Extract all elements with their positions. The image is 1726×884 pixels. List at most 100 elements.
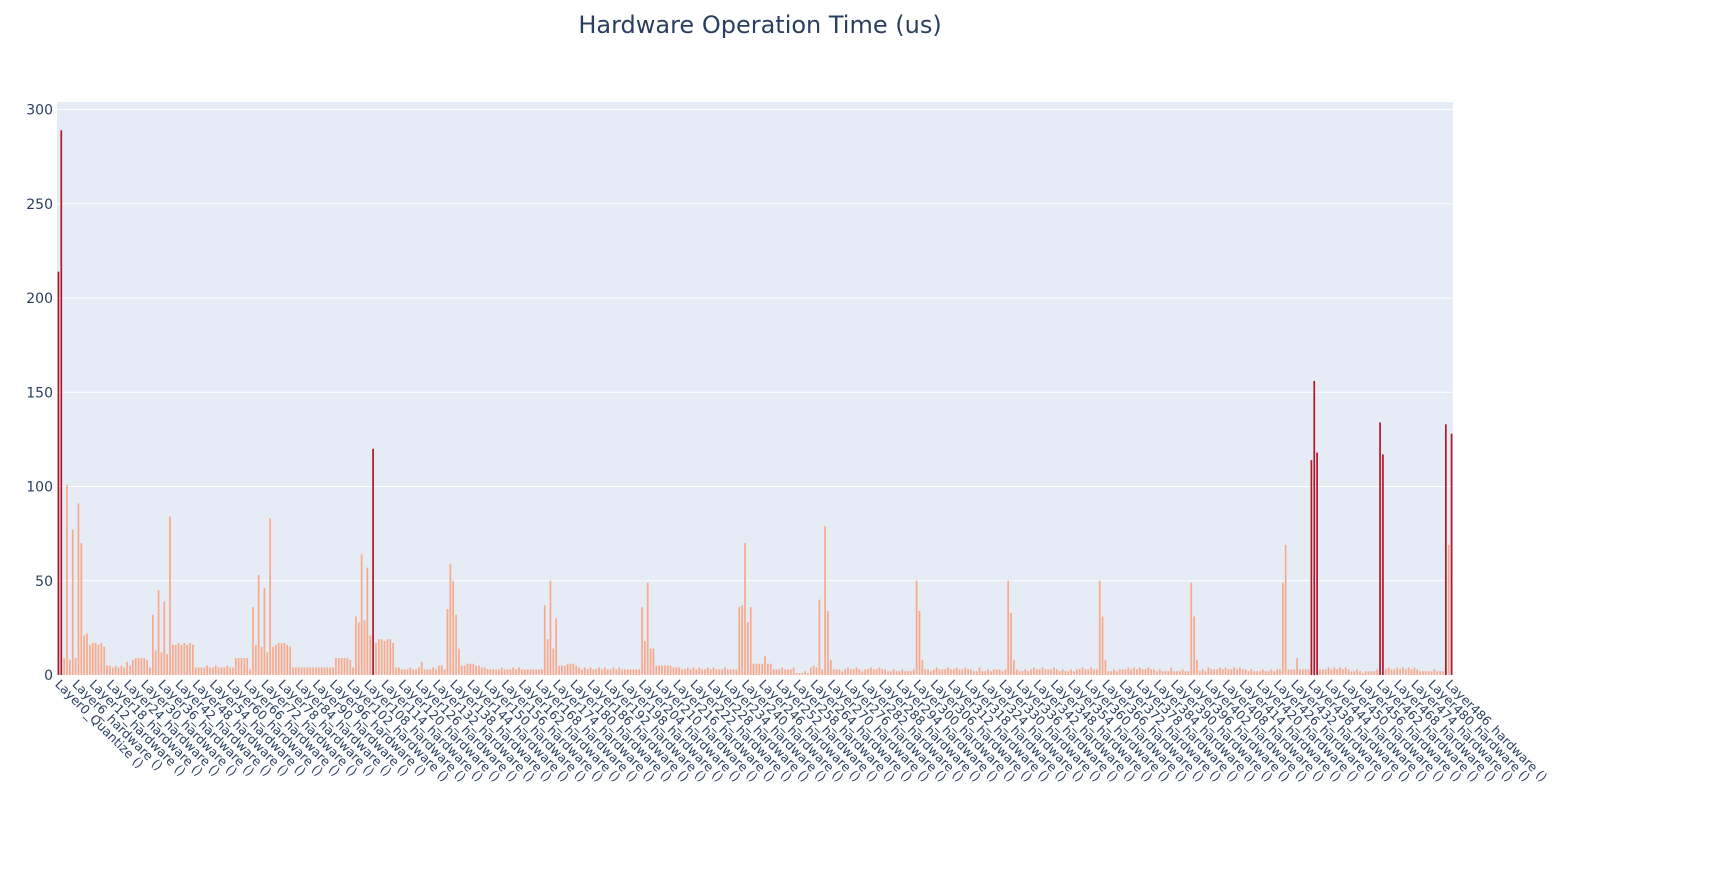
- bar: [97, 644, 100, 675]
- bar: [503, 669, 506, 675]
- bar: [217, 667, 220, 675]
- bar: [495, 669, 497, 675]
- bar: [469, 663, 472, 675]
- bar: [492, 669, 495, 675]
- bar: [1316, 452, 1318, 675]
- bar: [964, 667, 967, 675]
- bar: [726, 669, 729, 675]
- bar: [661, 665, 663, 675]
- bar: [1053, 667, 1055, 675]
- bar: [203, 667, 206, 675]
- bar: [975, 671, 978, 675]
- bar: [1373, 671, 1376, 675]
- bar: [449, 563, 452, 675]
- bar: [678, 667, 681, 675]
- bar: [1384, 669, 1387, 675]
- bar: [386, 639, 389, 675]
- bar: [1201, 669, 1204, 675]
- bar: [120, 665, 123, 675]
- bar: [1396, 667, 1399, 675]
- bar: [1010, 612, 1012, 675]
- bar: [131, 659, 134, 675]
- bar: [111, 667, 114, 675]
- bar: [961, 669, 964, 675]
- bar: [615, 669, 618, 675]
- bar: [1359, 671, 1361, 675]
- bar: [621, 669, 623, 675]
- bar: [1336, 669, 1339, 675]
- bar: [86, 633, 88, 675]
- bar: [1319, 669, 1321, 675]
- plot-background: [57, 102, 1453, 675]
- bar: [143, 658, 146, 675]
- bar: [849, 669, 852, 675]
- bar: [1178, 671, 1181, 675]
- bar: [970, 669, 972, 675]
- bar: [197, 667, 200, 675]
- bar: [329, 667, 332, 675]
- bar: [930, 671, 932, 675]
- bar: [1070, 669, 1072, 675]
- bar: [812, 665, 815, 675]
- bar: [103, 646, 106, 675]
- bar: [1256, 671, 1258, 675]
- bar: [140, 658, 143, 675]
- bar: [912, 669, 915, 675]
- bar: [1433, 669, 1436, 675]
- bar: [1387, 667, 1390, 675]
- bar: [272, 646, 274, 675]
- bar: [1436, 671, 1439, 675]
- bar: [932, 669, 935, 675]
- bar: [346, 658, 349, 675]
- bar: [595, 669, 598, 675]
- bar: [887, 671, 889, 675]
- bar: [352, 667, 354, 675]
- bar: [1127, 667, 1130, 675]
- bar: [658, 665, 661, 675]
- bar: [403, 669, 406, 675]
- bar: [884, 669, 887, 675]
- bar: [1110, 671, 1113, 675]
- bar: [738, 607, 741, 675]
- bar: [283, 642, 286, 675]
- bar: [892, 669, 895, 675]
- bar: [649, 648, 652, 675]
- bar: [1296, 658, 1298, 675]
- bar: [432, 667, 435, 675]
- bar: [137, 658, 140, 675]
- bar: [541, 669, 543, 675]
- bar: [924, 669, 927, 675]
- bar: [1379, 422, 1381, 675]
- bar: [209, 667, 211, 675]
- bar: [832, 669, 835, 675]
- bar: [166, 654, 168, 675]
- bar: [835, 669, 838, 675]
- bar: [1121, 669, 1124, 675]
- bar: [306, 667, 309, 675]
- bar: [1158, 669, 1161, 675]
- bar: [243, 658, 246, 675]
- bar: [581, 669, 583, 675]
- bar: [89, 644, 91, 675]
- bar: [1287, 669, 1290, 675]
- bar: [543, 605, 546, 675]
- bar: [689, 669, 692, 675]
- bar: [852, 669, 855, 675]
- y-tick-label: 200: [26, 291, 53, 307]
- chart-title: Hardware Operation Time (us): [578, 11, 941, 39]
- bar: [1084, 669, 1087, 675]
- bar: [1050, 669, 1052, 675]
- bar: [1090, 667, 1092, 675]
- bar: [1196, 659, 1198, 675]
- bar: [1279, 669, 1281, 675]
- bar: [1044, 669, 1047, 675]
- bar: [317, 667, 320, 675]
- bar: [151, 614, 154, 675]
- bar: [171, 644, 174, 675]
- bar: [907, 671, 909, 675]
- bar: [123, 667, 126, 675]
- bar: [804, 671, 806, 675]
- bar: [995, 669, 998, 675]
- bar: [669, 665, 672, 675]
- bar: [767, 663, 769, 675]
